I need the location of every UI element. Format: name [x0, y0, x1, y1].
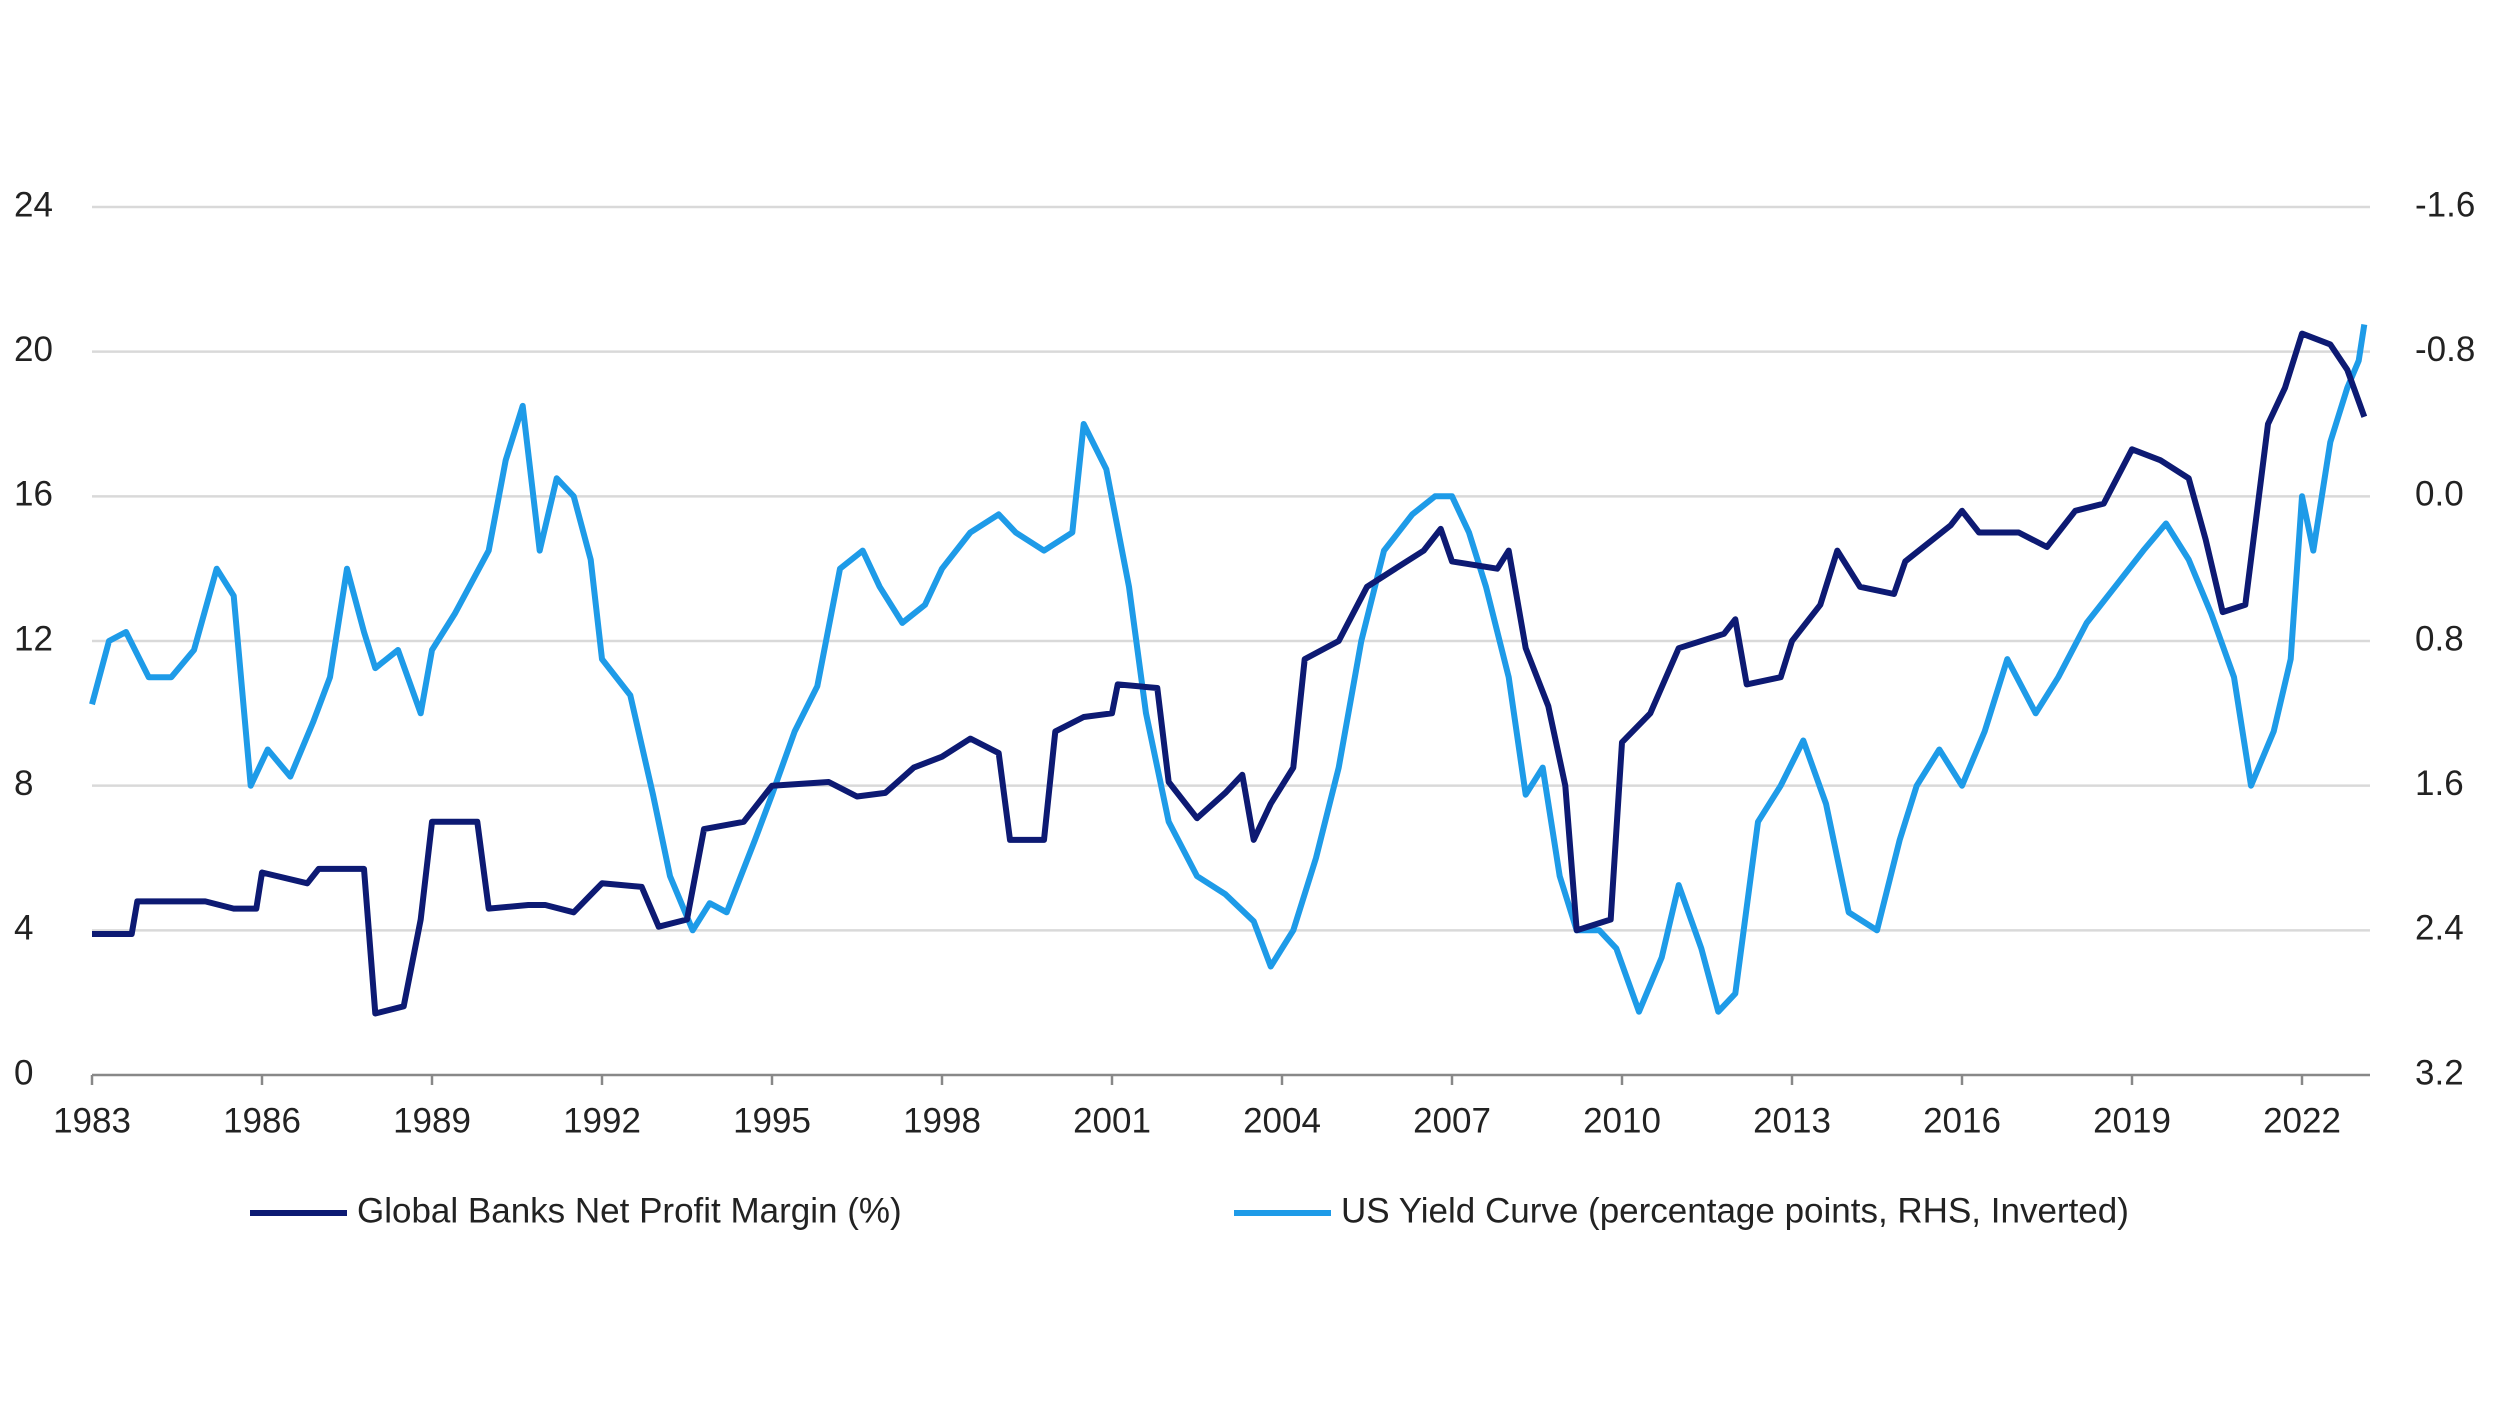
- x-tick-label: 1998: [903, 1101, 981, 1140]
- x-tick-label: 2001: [1073, 1101, 1151, 1140]
- x-tick-label: 1989: [393, 1101, 471, 1140]
- y-tick-label: 16: [14, 475, 53, 514]
- x-tick-label: 1992: [563, 1101, 641, 1140]
- y-tick-label: 0: [14, 1053, 33, 1092]
- x-tick-label: 2016: [1923, 1101, 2001, 1140]
- y2-tick-label: -0.8: [2415, 330, 2475, 369]
- y2-tick-label: 0.8: [2415, 619, 2464, 658]
- x-tick-label: 1983: [53, 1101, 131, 1140]
- y2-tick-label: -1.6: [2415, 185, 2475, 224]
- x-tick-label: 1995: [733, 1101, 811, 1140]
- x-tick-label: 2013: [1753, 1101, 1831, 1140]
- y-tick-label: 20: [14, 330, 53, 369]
- x-tick-label: 2007: [1413, 1101, 1491, 1140]
- y-tick-label: 8: [14, 764, 33, 803]
- x-tick-label: 2004: [1243, 1101, 1321, 1140]
- y2-tick-label: 3.2: [2415, 1053, 2464, 1092]
- x-tick-label: 1986: [223, 1101, 301, 1140]
- y2-tick-label: 0.0: [2415, 475, 2464, 514]
- x-tick-label: 2019: [2093, 1101, 2171, 1140]
- y-tick-label: 24: [14, 185, 53, 224]
- series-line: [92, 330, 2368, 1017]
- y2-tick-label: 2.4: [2415, 909, 2464, 948]
- x-tick-label: 2010: [1583, 1101, 1661, 1140]
- y2-tick-label: 1.6: [2415, 764, 2464, 803]
- legend-label: US Yield Curve (percentage points, RHS, …: [1341, 1191, 2129, 1230]
- series-line: [89, 324, 2368, 1015]
- y-tick-label: 4: [14, 909, 33, 948]
- x-tick-label: 2022: [2263, 1101, 2341, 1140]
- legend-label: Global Banks Net Profit Margin (%): [357, 1191, 902, 1230]
- y-tick-label: 12: [14, 619, 53, 658]
